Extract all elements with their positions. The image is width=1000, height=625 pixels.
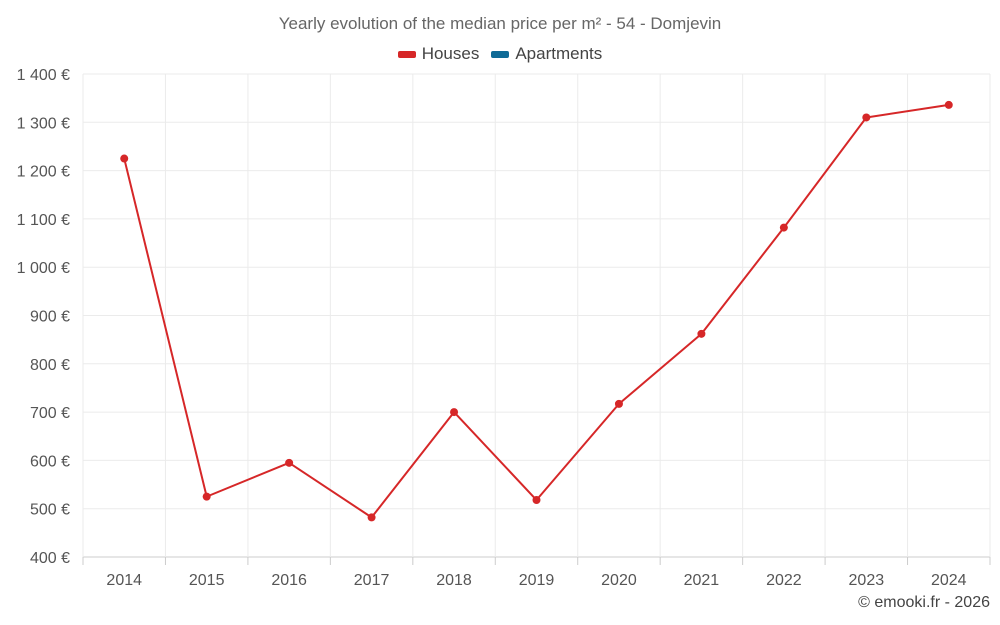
legend-swatch-apartments [491,50,510,58]
x-tick-label: 2016 [271,572,307,589]
y-tick-label: 500 € [30,502,70,519]
y-tick-label: 700 € [30,405,70,422]
x-tick-label: 2018 [436,572,472,589]
legend-label-houses: Houses [421,44,480,63]
data-point[interactable] [450,408,459,417]
data-point[interactable] [614,399,623,408]
x-tick-label: 2017 [354,572,390,589]
x-tick-label: 2023 [849,572,885,589]
credit-text: © emooki.fr - 2026 [858,594,990,611]
y-tick-label: 1 100 € [17,212,70,229]
x-tick-label: 2021 [684,572,720,589]
data-point[interactable] [862,113,871,122]
data-point[interactable] [285,458,294,467]
y-axis: 400 € 500 € 600 € 700 € 800 € 900 € 1 000 € 1 1… [17,67,70,567]
x-tick-label: 2019 [519,572,555,589]
grid [82,73,991,558]
series-layer [120,100,953,522]
data-point[interactable] [120,154,129,163]
y-tick-label: 1 400 € [17,67,70,84]
y-tick-label: 1 000 € [17,260,70,277]
legend-item-apartments[interactable]: Apartments [491,44,602,64]
data-point[interactable] [779,223,788,232]
x-tick-label: 2014 [106,572,142,589]
data-point[interactable] [202,492,211,501]
data-point[interactable] [697,329,706,338]
data-point[interactable] [532,496,541,505]
x-tick-label: 2022 [766,572,802,589]
y-tick-label: 900 € [30,309,70,326]
y-tick-label: 1 200 € [17,164,70,181]
data-point[interactable] [367,513,376,522]
x-axis: 2014 2015 2016 2017 2018 2019 2020 2021 2022 2023… [82,557,991,589]
y-tick-label: 1 300 € [17,115,70,132]
y-tick-label: 600 € [30,453,70,470]
x-tick-label: 2015 [189,572,225,589]
legend: Houses Apartments [0,44,1000,64]
y-tick-label: 400 € [30,550,70,567]
y-tick-label: 800 € [30,357,70,374]
legend-swatch-houses [397,50,416,58]
chart-title: Yearly evolution of the median price per… [278,14,722,33]
x-tick-label: 2020 [601,572,637,589]
x-tick-label: 2024 [931,572,967,589]
legend-item-houses[interactable]: Houses [397,44,480,64]
data-point[interactable] [944,100,953,109]
legend-label-apartments: Apartments [515,44,603,63]
